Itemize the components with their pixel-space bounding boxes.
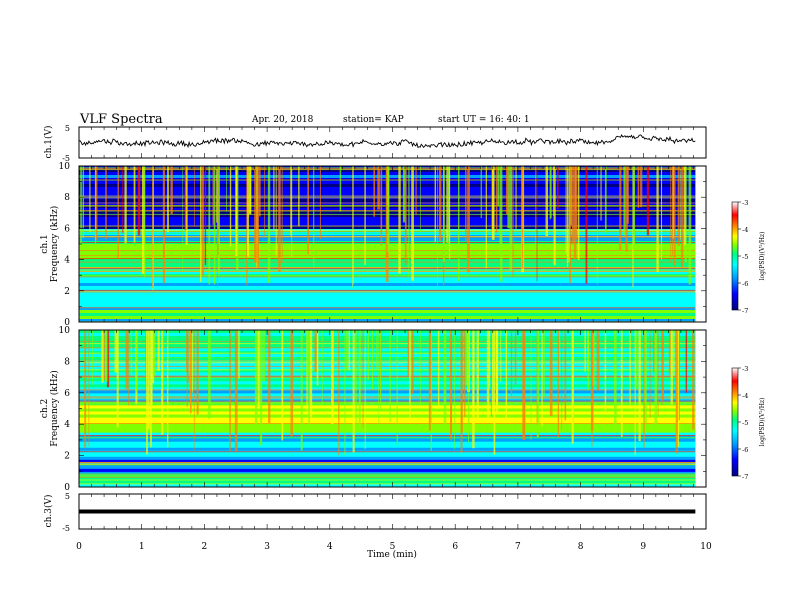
spectrogram-ytick: 6 (64, 389, 70, 399)
ch3-ytick: 5 (65, 492, 70, 501)
colorbar-tick-label: -5 (742, 419, 748, 427)
x-tick-label: 1 (139, 542, 145, 552)
colorbar-tick-label: -3 (742, 365, 748, 373)
spectrogram-channel-label: ch.2 (40, 399, 50, 418)
spectrogram-ytick: 2 (64, 452, 70, 462)
spectrogram-ytick: 6 (64, 224, 70, 234)
colorbar-tick-label: -4 (742, 392, 748, 400)
x-tick-label: 3 (264, 542, 270, 552)
colorbar-tick-label: -7 (742, 307, 748, 315)
spectrogram-ytick: 2 (64, 287, 70, 297)
x-tick-label: 2 (202, 542, 208, 552)
x-tick-label: 10 (700, 542, 712, 552)
axis-ticks (78, 127, 741, 529)
colorbar-tick-label: -6 (742, 280, 748, 288)
x-tick-label: 0 (76, 542, 82, 552)
x-tick-label: 4 (327, 542, 333, 552)
x-axis-label: Time (min) (367, 549, 417, 560)
ch3-ytick: -5 (62, 524, 70, 533)
colorbar-label: log(PSD)(V²/Hz) (759, 398, 766, 447)
ch2-colorbar (731, 367, 739, 477)
chart-title: VLF Spectra (80, 112, 163, 127)
date-label: Apr. 20, 2018 (252, 115, 314, 125)
x-tick-label: 8 (578, 542, 584, 552)
station-label: station= KAP (343, 115, 404, 125)
ch3-waveform-ylabel: ch.3(V) (43, 495, 54, 528)
ch1-spectrogram-image (79, 166, 696, 323)
x-tick-label: 7 (515, 542, 521, 552)
spectrogram-channel-label: ch.1 (40, 234, 50, 253)
colorbar-tick-label: -7 (742, 473, 748, 481)
x-tick-label: 9 (640, 542, 646, 552)
spectrogram-ytick: 4 (64, 420, 70, 430)
spectrogram-ylabel: Frequency (kHz) (49, 206, 60, 283)
start-time-label: start UT = 16: 40: 1 (438, 115, 530, 125)
ch1-colorbar (731, 201, 739, 311)
ch1-ytick: -5 (62, 154, 70, 163)
colorbar-tick-label: -5 (742, 253, 748, 261)
spectrogram-ytick: 10 (59, 162, 71, 172)
ch2-spectrogram-image (79, 330, 696, 488)
spectrogram-ytick: 4 (64, 256, 70, 266)
spectrogram-ytick: 8 (64, 193, 70, 203)
x-tick-label: 5 (390, 542, 396, 552)
colorbar-label: log(PSD)(V²/Hz) (759, 232, 766, 281)
spectrogram-ytick: 0 (64, 483, 70, 493)
x-tick-label: 6 (452, 542, 458, 552)
spectrogram-ytick: 8 (64, 357, 70, 367)
colorbar-tick-label: -6 (742, 446, 748, 454)
colorbar-tick-label: -4 (742, 226, 748, 234)
spectrogram-ytick: 10 (59, 326, 71, 336)
ch1-ytick: 5 (65, 124, 70, 133)
ch1-waveform-ylabel: ch.1(V) (43, 126, 54, 159)
spectrogram-ylabel: Frequency (kHz) (49, 370, 60, 447)
spectrogram-ytick: 0 (64, 318, 70, 328)
colorbar-tick-label: -3 (742, 199, 748, 207)
ch1-waveform-line (78, 134, 696, 149)
